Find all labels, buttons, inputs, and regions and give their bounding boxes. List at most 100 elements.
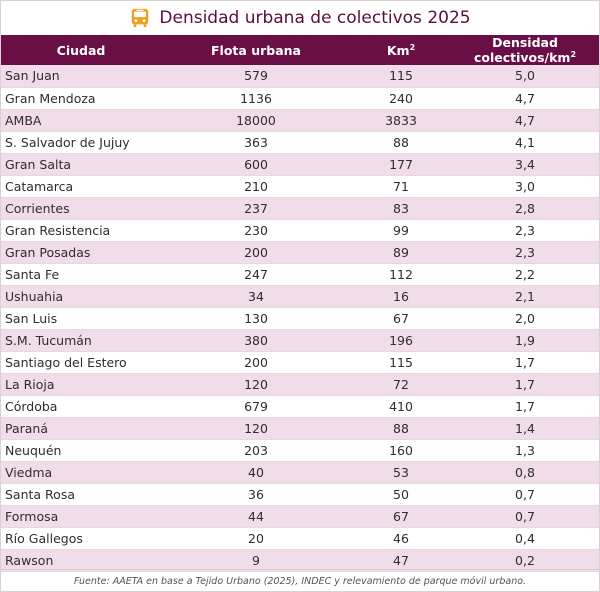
table-row: San Luis 130 67 2,0 — [1, 307, 599, 330]
density-cell: 1,7 — [451, 373, 599, 396]
area-cell: 240 — [351, 87, 451, 110]
density-cell: 3,4 — [451, 153, 599, 176]
area-cell: 115 — [351, 351, 451, 374]
city-cell: Rawson — [1, 549, 161, 572]
area-cell: 46 — [351, 527, 451, 550]
fleet-cell: 36 — [161, 483, 351, 506]
density-cell: 0,4 — [451, 527, 599, 550]
bus-icon — [132, 8, 149, 28]
area-cell: 89 — [351, 241, 451, 264]
table-row: Neuquén 203 160 1,3 — [1, 439, 599, 462]
table-row: Rawson 9 47 0,2 — [1, 549, 599, 572]
city-cell: Córdoba — [1, 395, 161, 418]
table-row: La Rioja 120 72 1,7 — [1, 373, 599, 396]
area-cell: 53 — [351, 461, 451, 484]
area-cell: 47 — [351, 549, 451, 572]
city-cell: Paraná — [1, 417, 161, 440]
fleet-cell: 40 — [161, 461, 351, 484]
city-cell: Gran Mendoza — [1, 87, 161, 110]
table-row: Santiago del Estero 200 115 1,7 — [1, 351, 599, 374]
city-cell: S.M. Tucumán — [1, 329, 161, 352]
density-cell: 2,0 — [451, 307, 599, 330]
fleet-cell: 20 — [161, 527, 351, 550]
fleet-cell: 1136 — [161, 87, 351, 110]
area-cell: 99 — [351, 219, 451, 242]
table-row: S.M. Tucumán 380 196 1,9 — [1, 329, 599, 352]
table-row: Gran Mendoza 1136 240 4,7 — [1, 87, 599, 110]
table-row: Santa Fe 247 112 2,2 — [1, 263, 599, 286]
fleet-cell: 200 — [161, 241, 351, 264]
density-cell: 1,7 — [451, 351, 599, 374]
table-row: Gran Posadas 200 89 2,3 — [1, 241, 599, 264]
source-note: Fuente: AAETA en base a Tejido Urbano (2… — [1, 569, 599, 592]
area-cell: 112 — [351, 263, 451, 286]
density-cell: 2,1 — [451, 285, 599, 308]
title-bar: Densidad urbana de colectivos 2025 — [1, 1, 599, 35]
city-cell: San Luis — [1, 307, 161, 330]
fleet-cell: 380 — [161, 329, 351, 352]
column-header-area: Km2 — [386, 42, 416, 58]
city-cell: Santa Fe — [1, 263, 161, 286]
table-row: AMBA 18000 3833 4,7 — [1, 109, 599, 132]
city-cell: Río Gallegos — [1, 527, 161, 550]
density-cell: 0,7 — [451, 505, 599, 528]
fleet-cell: 44 — [161, 505, 351, 528]
density-cell: 1,7 — [451, 395, 599, 418]
density-cell: 2,2 — [451, 263, 599, 286]
table-row: San Juan 579 115 5,0 — [1, 65, 599, 88]
city-cell: AMBA — [1, 109, 161, 132]
density-table: Ciudad Flota urbana Km2 Densidad colecti… — [1, 35, 599, 572]
table-row: S. Salvador de Jujuy 363 88 4,1 — [1, 131, 599, 154]
area-cell: 410 — [351, 395, 451, 418]
density-cell: 4,1 — [451, 131, 599, 154]
table-row: Córdoba 679 410 1,7 — [1, 395, 599, 418]
table-header-row: Ciudad Flota urbana Km2 Densidad colecti… — [1, 35, 599, 66]
area-cell: 67 — [351, 307, 451, 330]
density-cell: 0,8 — [451, 461, 599, 484]
city-cell: Santiago del Estero — [1, 351, 161, 374]
table-row: Río Gallegos 20 46 0,4 — [1, 527, 599, 550]
city-cell: Santa Rosa — [1, 483, 161, 506]
city-cell: La Rioja — [1, 373, 161, 396]
area-cell: 72 — [351, 373, 451, 396]
city-cell: Corrientes — [1, 197, 161, 220]
city-cell: Ushuahia — [1, 285, 161, 308]
city-cell: Formosa — [1, 505, 161, 528]
fleet-cell: 9 — [161, 549, 351, 572]
fleet-cell: 18000 — [161, 109, 351, 132]
fleet-cell: 579 — [161, 65, 351, 88]
area-cell: 177 — [351, 153, 451, 176]
fleet-cell: 230 — [161, 219, 351, 242]
city-cell: San Juan — [1, 65, 161, 88]
page-title: Densidad urbana de colectivos 2025 — [159, 8, 471, 28]
area-cell: 16 — [351, 285, 451, 308]
fleet-cell: 679 — [161, 395, 351, 418]
density-cell: 2,8 — [451, 197, 599, 220]
density-cell: 1,9 — [451, 329, 599, 352]
fleet-cell: 120 — [161, 373, 351, 396]
area-cell: 50 — [351, 483, 451, 506]
table-row: Gran Resistencia 230 99 2,3 — [1, 219, 599, 242]
fleet-cell: 130 — [161, 307, 351, 330]
table-row: Santa Rosa 36 50 0,7 — [1, 483, 599, 506]
column-header-density: Densidad colectivos/km2 — [473, 35, 577, 66]
fleet-cell: 200 — [161, 351, 351, 374]
fleet-cell: 247 — [161, 263, 351, 286]
density-cell: 3,0 — [451, 175, 599, 198]
fleet-cell: 34 — [161, 285, 351, 308]
density-cell: 5,0 — [451, 65, 599, 88]
city-cell: Catamarca — [1, 175, 161, 198]
area-cell: 115 — [351, 65, 451, 88]
area-cell: 196 — [351, 329, 451, 352]
density-cell: 4,7 — [451, 109, 599, 132]
city-cell: Gran Resistencia — [1, 219, 161, 242]
density-cell: 1,4 — [451, 417, 599, 440]
fleet-cell: 363 — [161, 131, 351, 154]
city-cell: Gran Salta — [1, 153, 161, 176]
table-row: Gran Salta 600 177 3,4 — [1, 153, 599, 176]
fleet-cell: 210 — [161, 175, 351, 198]
table-row: Ushuahia 34 16 2,1 — [1, 285, 599, 308]
density-cell: 1,3 — [451, 439, 599, 462]
density-cell: 0,2 — [451, 549, 599, 572]
